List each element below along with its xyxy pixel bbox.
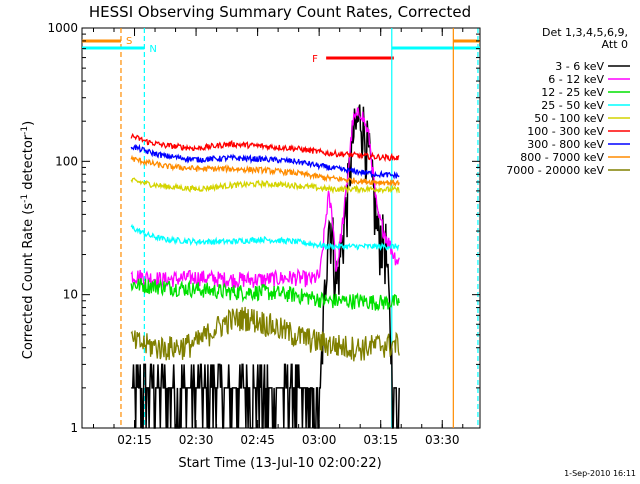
y-tick-label-100: 100 [55,154,78,168]
legend-label-50-100-kev: 50 - 100 keV [534,112,604,125]
series-line-50-100-kev [130,177,400,195]
x-tick-label-0315: 03:15 [363,433,398,447]
y-axis-label-exp2: -1 [20,126,30,135]
legend-label-3-6-kev: 3 - 6 keV [555,60,604,73]
y-axis-label-end: ) [21,121,36,126]
legend-label-6-12-kev: 6 - 12 keV [548,73,604,86]
x-tick-label-0215: 02:15 [117,433,152,447]
y-tick-label-1000: 1000 [47,21,78,35]
annotation-layer: S N F [82,28,480,428]
series-line-100-300-kev [130,132,400,163]
legend-label-12-25-kev: 12 - 25 keV [541,86,604,99]
legend-header-line-2: Att 0 [602,38,628,51]
y-tick-label-1: 1 [70,421,78,435]
series-line-300-800-kev [130,143,400,180]
y-tick-label-10: 10 [63,288,78,302]
plot-border [81,27,481,429]
x-tick-label-0330: 03:30 [425,433,460,447]
x-tick-label-0230: 02:30 [179,433,214,447]
footer-date: 1-Sep-2010 16:11 [564,469,636,478]
y-axis-label-mid: detector [21,134,36,194]
series-line-6-12-kev [130,107,400,290]
series-layer [130,104,400,429]
x-tick-label-0245: 02:45 [240,433,275,447]
annotation-label-s: S [126,36,132,47]
y-axis-label-exp1: -1 [20,194,30,203]
legend-header-line-1: Det 1,3,4,5,6,9, [542,26,628,39]
series-line-7000-20000-kev [130,306,400,362]
legend-label-100-300-kev: 100 - 300 keV [527,125,604,138]
series-line-12-25-kev [130,278,400,312]
y-axis-label-main: Corrected Count Rate (s [21,203,36,360]
annotation-label-n: N [149,44,156,55]
annotation-label-f: F [312,54,318,65]
x-axis-label: Start Time (13-Jul-10 02:00:22) [178,456,381,471]
legend-label-25-50-kev: 25 - 50 keV [541,99,604,112]
series-line-800-7000-kev [130,154,400,188]
y-axis-label: Corrected Count Rate (s-1 detector-1) [20,121,36,359]
legend-label-7000-20000-kev: 7000 - 20000 keV [506,164,604,177]
chart-title: HESSI Observing Summary Count Rates, Cor… [89,3,471,21]
legend-label-800-7000-kev: 800 - 7000 keV [520,151,604,164]
x-tick-label-0300: 03:00 [302,433,337,447]
plot-area [81,27,481,429]
legend-label-300-800-kev: 300 - 800 keV [527,138,604,151]
series-line-25-50-kev [130,223,400,252]
axis-layer: 1 10 100 1000 02:15 02:30 02:45 03:00 03:15 03:30 [47,21,480,447]
